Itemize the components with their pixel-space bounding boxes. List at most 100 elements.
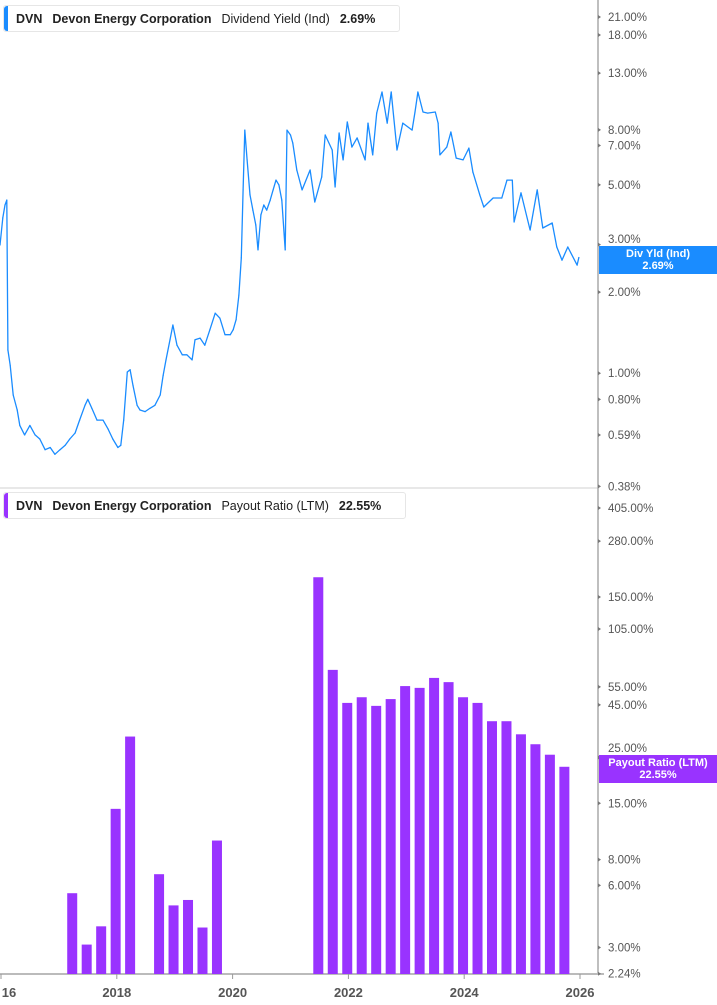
dividend-yield-point bbox=[334, 186, 336, 188]
dividend-yield-point bbox=[139, 409, 141, 411]
dividend-yield-point bbox=[284, 249, 286, 251]
y-axis-top-tick-label: 8.00% bbox=[608, 125, 641, 137]
y-axis-top-tick-label: 0.59% bbox=[608, 430, 641, 442]
dividend-yield-point bbox=[536, 189, 538, 191]
dividend-yield-point bbox=[542, 227, 544, 229]
y-axis-top-tick-mark bbox=[598, 432, 601, 437]
dividend-yield-point bbox=[314, 201, 316, 203]
dividend-yield-point bbox=[520, 192, 522, 194]
dividend-yield-point bbox=[281, 199, 283, 201]
y-axis-bottom-tick-mark bbox=[598, 626, 601, 631]
dividend-yield-point bbox=[511, 179, 513, 181]
x-tick-label: 2024 bbox=[450, 985, 480, 1000]
dividend-yield-point bbox=[214, 312, 216, 314]
dividend-yield-point bbox=[289, 134, 292, 136]
legend-payout-ratio: DVN Devon Energy Corporation Payout Rati… bbox=[3, 492, 407, 519]
y-axis-bottom-tick-mark bbox=[598, 857, 601, 862]
dividend-yield-point bbox=[79, 419, 81, 421]
dividend-yield-point bbox=[356, 137, 358, 139]
y-axis-top-tick-mark bbox=[598, 397, 601, 402]
dividend-yield-point bbox=[117, 446, 119, 449]
x-tick-label: 2026 bbox=[566, 985, 595, 1000]
x-tick-label: 2022 bbox=[334, 985, 363, 1000]
dividend-yield-point bbox=[149, 407, 151, 410]
y-axis-top-tick-mark bbox=[598, 182, 601, 187]
dividend-yield-point bbox=[0, 244, 1, 246]
dividend-yield-point bbox=[136, 404, 138, 406]
dividend-yield-point bbox=[578, 256, 580, 259]
dividend-yield-point bbox=[556, 246, 558, 248]
dividend-yield-point bbox=[244, 129, 246, 131]
dividend-yield-point bbox=[446, 146, 448, 148]
dividend-yield-point bbox=[513, 221, 515, 223]
payout-ratio-bar bbox=[313, 577, 324, 974]
dividend-yield-point bbox=[249, 194, 251, 196]
dividend-yield-point bbox=[257, 249, 259, 251]
dividend-yield-point bbox=[367, 122, 369, 124]
dividend-yield-point bbox=[331, 149, 333, 151]
y-axis-top-tick-mark bbox=[598, 290, 601, 295]
dividend-yield-point bbox=[219, 317, 221, 319]
dividend-yield-point bbox=[29, 424, 31, 427]
dividend-yield-point bbox=[154, 404, 156, 406]
dividend-yield-point bbox=[324, 134, 326, 136]
x-tick-label: 2018 bbox=[102, 985, 131, 1000]
dividend-yield-point bbox=[402, 122, 404, 124]
payout-ratio-bar bbox=[443, 682, 454, 974]
dividend-yield-point bbox=[199, 337, 201, 339]
dividend-yield-point bbox=[87, 398, 89, 400]
y-axis-bottom-tick-mark bbox=[598, 971, 601, 976]
payout-ratio-bar bbox=[472, 702, 483, 974]
y-axis-top-tick-mark bbox=[598, 127, 601, 132]
dividend-yield-point bbox=[12, 394, 14, 396]
dividend-yield-point bbox=[102, 419, 104, 421]
payout-ratio-bar bbox=[110, 808, 121, 974]
y-axis-bottom-tick-label: 105.00% bbox=[608, 624, 653, 636]
payout-ratio-bar bbox=[486, 721, 497, 974]
dividend-yield-point bbox=[468, 147, 470, 149]
dividend-yield-point bbox=[238, 294, 240, 296]
y-axis-bottom-tick-mark bbox=[598, 702, 601, 707]
dividend-yield-point bbox=[390, 91, 392, 93]
payout-ratio-bar bbox=[544, 754, 555, 974]
dividend-yield-point bbox=[437, 122, 439, 124]
y-axis-bottom-tick-mark bbox=[598, 945, 601, 950]
current-value-flag-payout-ratio: Payout Ratio (LTM) 22.55% bbox=[599, 755, 717, 783]
payout-ratio-bar bbox=[501, 721, 512, 974]
y-axis-top-tick-label: 21.00% bbox=[608, 12, 647, 24]
dividend-yield-point bbox=[39, 438, 41, 440]
flag-value: 2.69% bbox=[642, 260, 674, 272]
dividend-yield-point bbox=[235, 319, 237, 321]
y-axis-top-tick-label: 5.00% bbox=[608, 180, 641, 192]
payout-ratio-bar bbox=[197, 927, 208, 974]
dividend-yield-point bbox=[126, 371, 128, 373]
dividend-yield-point bbox=[34, 434, 36, 436]
x-tick-label: 16 bbox=[2, 985, 16, 1000]
dividend-yield-point bbox=[112, 438, 114, 440]
payout-ratio-bar bbox=[356, 697, 367, 974]
dividend-yield-point bbox=[286, 129, 288, 131]
dividend-yield-point bbox=[181, 354, 183, 356]
dividend-yield-point bbox=[242, 189, 244, 191]
dividend-yield-point bbox=[232, 329, 234, 331]
y-axis-top-tick-label: 0.38% bbox=[608, 481, 641, 493]
dividend-yield-line bbox=[0, 91, 580, 455]
dividend-yield-point bbox=[252, 209, 254, 211]
payout-ratio-bar bbox=[458, 697, 469, 974]
flag-value: 22.55% bbox=[639, 769, 677, 781]
payout-ratio-bar bbox=[385, 699, 396, 974]
dividend-yield-point bbox=[479, 194, 481, 196]
y-axis-bottom-tick-label: 280.00% bbox=[608, 536, 653, 548]
dividend-yield-point bbox=[229, 334, 231, 336]
dividend-yield-point bbox=[529, 229, 531, 231]
y-axis-bottom-tick-label: 3.00% bbox=[608, 943, 641, 955]
payout-ratio-bar bbox=[154, 874, 165, 974]
legend-metric: Dividend Yield (Ind) bbox=[221, 11, 330, 26]
dividend-yield-point bbox=[427, 112, 429, 114]
dividend-yield-point bbox=[414, 111, 416, 113]
y-axis-top-tick-label: 18.00% bbox=[608, 30, 647, 42]
y-axis-top-tick-label: 1.00% bbox=[608, 368, 641, 380]
payout-ratio-bar bbox=[183, 899, 194, 974]
dividend-yield-point bbox=[209, 329, 211, 331]
